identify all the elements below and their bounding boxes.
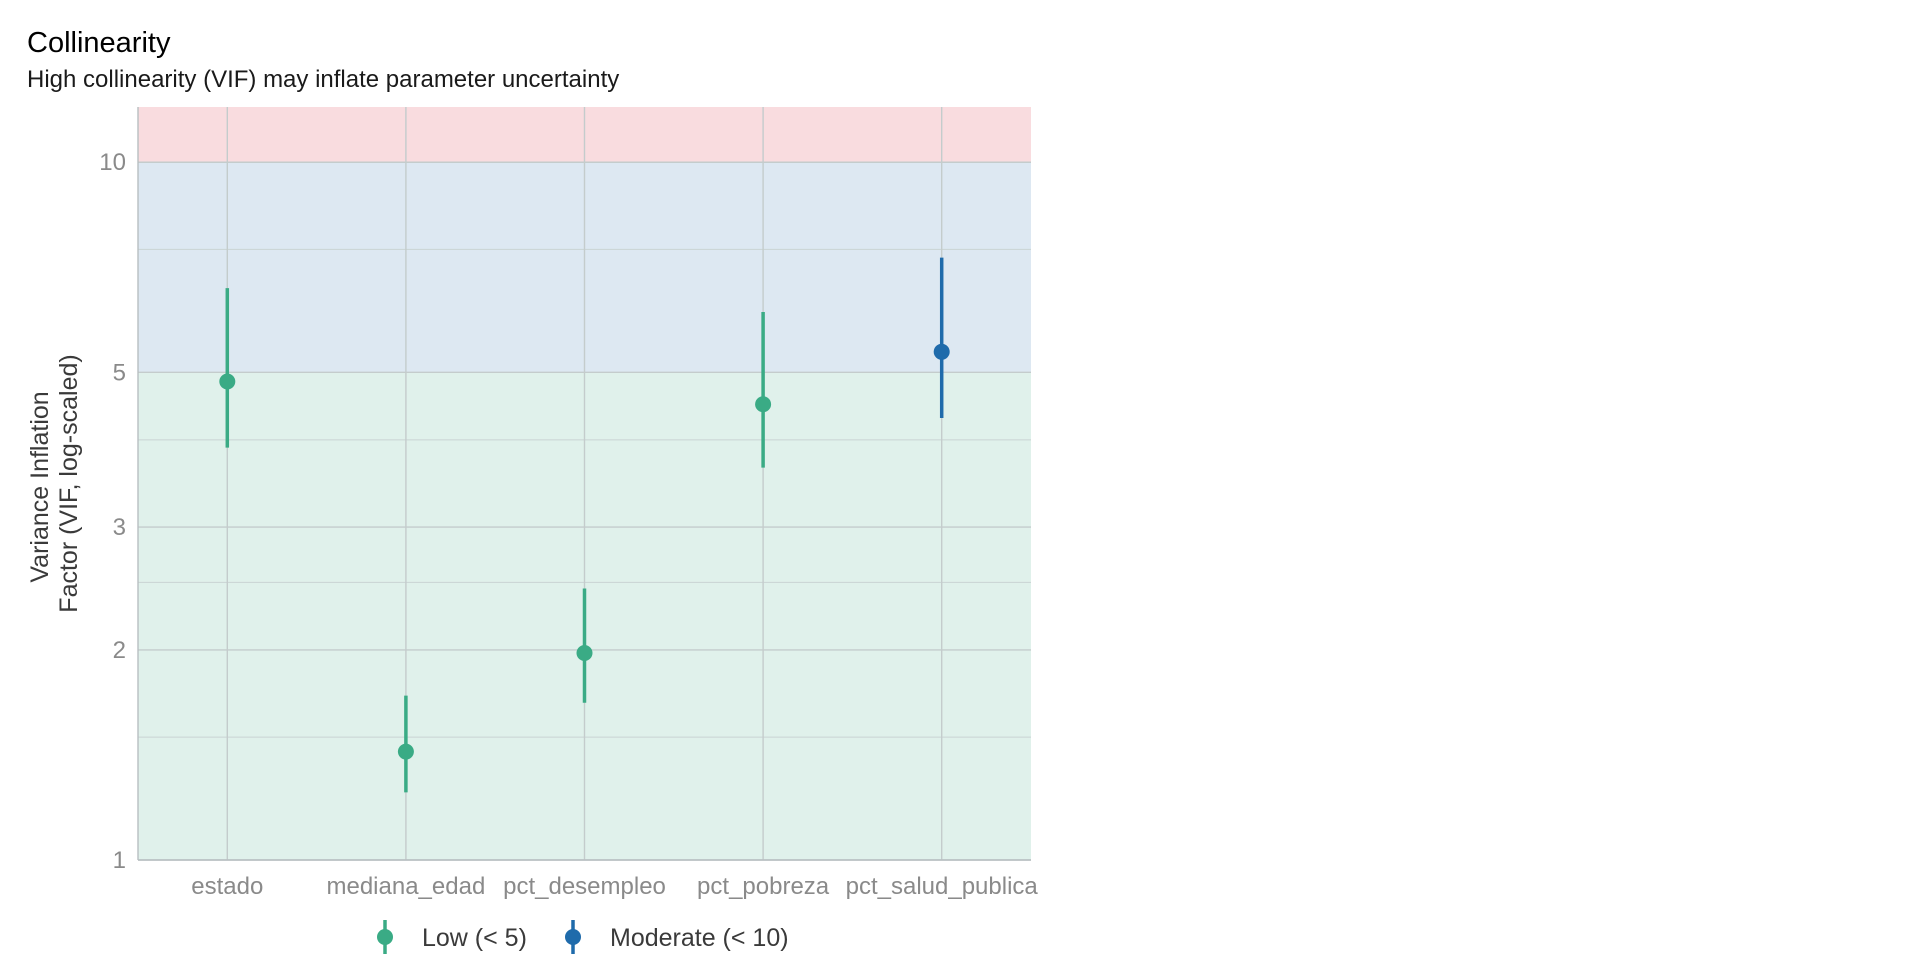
point-pct_pobreza: [755, 396, 772, 413]
y-axis-title-line-2: Factor (VIF, log-scaled): [55, 354, 83, 612]
legend-label: Moderate (< 10): [610, 924, 789, 952]
y-axis-title: Variance Inflation Factor (VIF, log-scal…: [26, 354, 83, 612]
legend-key-point: [565, 929, 581, 945]
chart-title: Collinearity: [27, 27, 171, 59]
point-pct_desempleo: [576, 645, 593, 662]
x-tick-label: mediana_edad: [326, 873, 485, 900]
legend-key-point: [377, 929, 393, 945]
y-axis-title-line-1: Variance Inflation: [26, 391, 54, 582]
x-tick-label: pct_salud_publica: [846, 873, 1039, 900]
point-pct_salud_publica: [933, 343, 950, 360]
y-axis-ticks: 1 2 3 5 10: [99, 149, 126, 874]
point-estado: [219, 373, 236, 390]
y-tick-label: 10: [99, 149, 126, 176]
y-tick-label: 3: [113, 514, 126, 541]
chart-subtitle: High collinearity (VIF) may inflate para…: [27, 66, 619, 93]
y-tick-label: 5: [113, 359, 126, 386]
x-tick-label: pct_desempleo: [503, 873, 666, 900]
x-tick-label: pct_pobreza: [697, 873, 830, 900]
point-mediana_edad: [397, 743, 414, 760]
legend: Low (< 5) Moderate (< 10): [377, 920, 789, 954]
y-tick-label: 2: [113, 637, 126, 664]
axis-lines: [137, 107, 1031, 861]
x-axis-ticks: estado mediana_edad pct_desempleo pct_pobre…: [191, 873, 1038, 900]
legend-label: Low (< 5): [422, 924, 527, 952]
x-tick-label: estado: [191, 873, 263, 900]
vif-marks: [219, 257, 950, 793]
y-tick-label: 1: [113, 847, 126, 874]
